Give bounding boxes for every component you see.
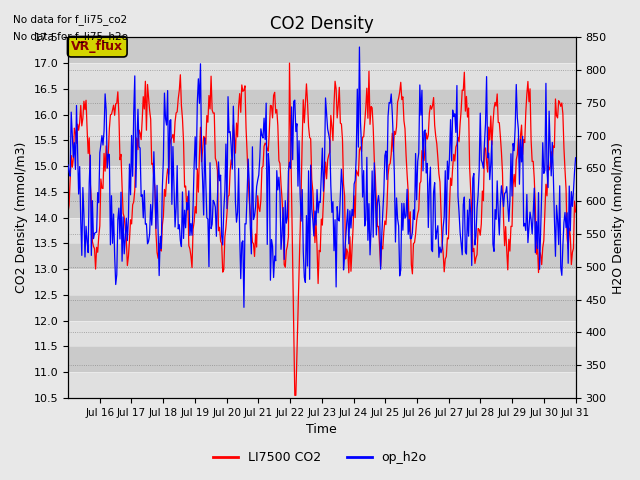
Bar: [68, 321, 575, 347]
Y-axis label: H2O Density (mmol/m3): H2O Density (mmol/m3): [612, 142, 625, 294]
Text: No data for f_li75_co2: No data for f_li75_co2: [13, 14, 127, 25]
Bar: [68, 63, 575, 89]
Bar: [68, 166, 575, 192]
Bar: [68, 115, 575, 140]
Title: CO2 Density: CO2 Density: [270, 15, 374, 33]
Bar: [68, 37, 575, 63]
Bar: [68, 295, 575, 321]
Bar: [68, 217, 575, 243]
X-axis label: Time: Time: [307, 423, 337, 436]
Y-axis label: CO2 Density (mmol/m3): CO2 Density (mmol/m3): [15, 142, 28, 293]
Bar: [68, 89, 575, 115]
Bar: [68, 243, 575, 269]
Legend: LI7500 CO2, op_h2o: LI7500 CO2, op_h2o: [209, 446, 431, 469]
Bar: [68, 269, 575, 295]
Text: No data for f_li75_h2o: No data for f_li75_h2o: [13, 31, 128, 42]
Bar: [68, 372, 575, 398]
Bar: [68, 192, 575, 217]
Bar: [68, 347, 575, 372]
Text: VR_flux: VR_flux: [71, 40, 124, 53]
Bar: [68, 140, 575, 166]
